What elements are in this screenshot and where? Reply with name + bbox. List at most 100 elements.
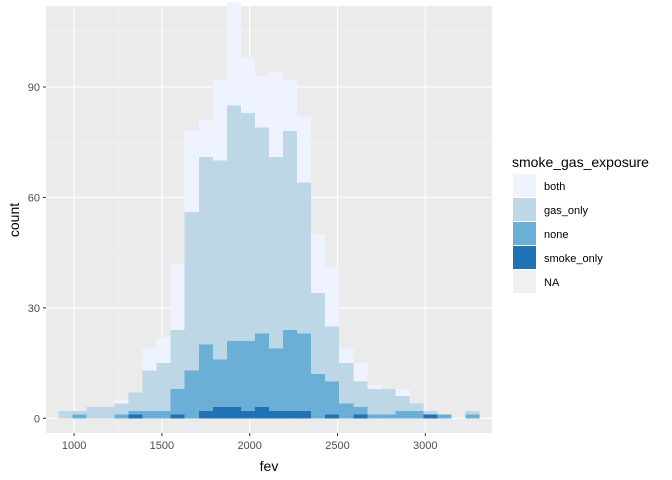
bar-both <box>254 75 269 128</box>
bar-none <box>184 370 199 419</box>
bar-gas-only <box>297 182 312 334</box>
bar-gas-only <box>409 403 424 411</box>
bar-gas-only <box>283 131 298 330</box>
bar-gas-only <box>353 381 368 408</box>
legend-label-NA: NA <box>544 277 560 289</box>
bar-gas-only <box>465 410 480 415</box>
bar-smoke-only <box>254 407 269 419</box>
bar-both <box>212 79 227 161</box>
bar-gas-only <box>395 396 410 411</box>
bar-both <box>142 348 157 371</box>
bar-both <box>184 131 199 213</box>
bar-none <box>381 414 396 419</box>
bar-both <box>297 116 312 183</box>
bar-gas-only <box>381 388 396 415</box>
bar-both <box>198 120 213 157</box>
bar-none <box>198 344 213 411</box>
legend-label-smoke-only: smoke_only <box>544 253 603 265</box>
legend-label-none: none <box>544 229 568 241</box>
bar-gas-only <box>184 212 199 371</box>
legend-swatch-none <box>513 222 536 245</box>
bar-smoke-only <box>128 414 143 419</box>
x-tick-label: 1000 <box>62 440 86 452</box>
y-tick-label: 60 <box>28 192 40 204</box>
bar-gas-only <box>423 410 438 415</box>
x-axis-ticks: 1000 1500 2000 2500 3000 <box>62 433 438 452</box>
bar-gas-only <box>100 407 115 419</box>
bar-none <box>297 333 312 411</box>
bar-smoke-only <box>269 410 284 419</box>
bar-none <box>128 410 143 415</box>
x-tick-label: 3000 <box>413 440 437 452</box>
bar-both <box>353 363 368 382</box>
bar-both <box>170 263 185 330</box>
bar-gas-only <box>325 326 340 382</box>
bar-gas-only <box>367 388 382 415</box>
bar-smoke-only <box>353 414 368 419</box>
bar-smoke-only <box>170 414 185 419</box>
y-tick-label: 30 <box>28 303 40 315</box>
bar-gas-only <box>142 370 157 411</box>
histogram-bars <box>58 2 480 419</box>
bar-gas-only <box>311 293 326 375</box>
x-tick-label: 2000 <box>237 440 261 452</box>
bar-both <box>339 348 354 364</box>
x-tick-label: 1500 <box>150 440 174 452</box>
bar-both <box>226 2 241 106</box>
bar-both <box>114 399 129 404</box>
bar-gas-only <box>339 363 354 404</box>
bar-gas-only <box>254 127 269 334</box>
x-tick-label: 2500 <box>325 440 349 452</box>
y-axis-title: count <box>6 203 22 237</box>
bar-none <box>226 340 241 408</box>
bar-both <box>325 267 340 327</box>
y-axis-ticks: 0 30 60 90 <box>28 82 46 425</box>
bar-none <box>283 329 298 411</box>
bar-none <box>325 381 340 415</box>
bar-gas-only <box>170 329 185 389</box>
bar-both <box>240 57 255 113</box>
legend-swatch-both <box>513 174 536 197</box>
bar-gas-only <box>72 410 87 415</box>
legend-swatch-gas-only <box>513 198 536 221</box>
bar-gas-only <box>114 403 129 415</box>
bar-smoke-only <box>283 410 298 419</box>
bar-none <box>156 410 171 419</box>
bar-smoke-only <box>198 410 213 419</box>
bar-both <box>283 79 298 132</box>
bar-none <box>311 374 326 419</box>
legend-swatch-smoke-only <box>513 246 536 269</box>
bar-none <box>170 388 185 415</box>
bar-both <box>269 72 284 157</box>
bar-none <box>142 410 157 419</box>
bar-smoke-only <box>297 410 312 419</box>
y-tick-label: 90 <box>28 82 40 94</box>
bar-none <box>367 414 382 419</box>
bar-none <box>72 414 87 419</box>
bar-none <box>465 414 480 419</box>
bar-none <box>437 414 452 419</box>
bar-smoke-only <box>325 414 340 419</box>
bar-gas-only <box>269 156 284 349</box>
bar-none <box>254 333 269 408</box>
y-tick-label: 0 <box>34 413 40 425</box>
bar-gas-only <box>198 156 213 345</box>
bar-gas-only <box>58 410 73 419</box>
bar-none <box>409 410 424 419</box>
bar-none <box>395 410 410 419</box>
bar-none <box>269 348 284 411</box>
legend-title: smoke_gas_exposure <box>512 154 649 170</box>
bar-none <box>339 403 354 419</box>
legend-swatch-NA <box>513 270 536 293</box>
legend-label-gas-only: gas_only <box>544 205 589 217</box>
bar-gas-only <box>156 363 171 411</box>
legend-label-both: both <box>544 181 565 193</box>
bar-both <box>395 388 410 397</box>
x-axis-title: fev <box>260 458 279 474</box>
bar-both <box>156 337 171 364</box>
bar-none <box>353 407 368 415</box>
bar-gas-only <box>128 392 143 411</box>
bar-smoke-only <box>212 407 227 419</box>
